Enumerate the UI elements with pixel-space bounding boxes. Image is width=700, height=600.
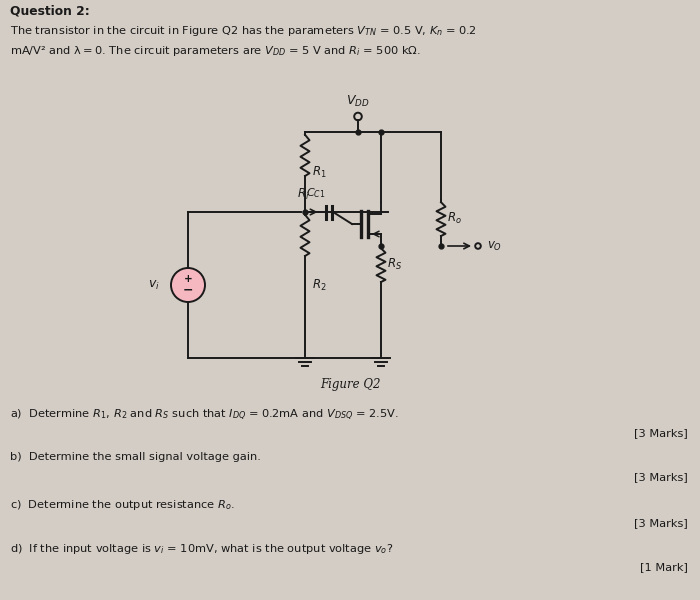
Text: Figure Q2: Figure Q2 — [320, 378, 380, 391]
Text: $v_i$: $v_i$ — [148, 278, 160, 292]
Text: $C_{C1}$: $C_{C1}$ — [306, 186, 326, 200]
Text: $R_S$: $R_S$ — [387, 256, 402, 272]
Text: The transistor in the circuit in Figure Q2 has the parameters $V_{TN}$ = 0.5 V, : The transistor in the circuit in Figure … — [10, 24, 477, 38]
Text: $R_2$: $R_2$ — [312, 277, 327, 293]
Text: [3 Marks]: [3 Marks] — [634, 428, 688, 438]
Text: [3 Marks]: [3 Marks] — [634, 472, 688, 482]
Text: $R_1$: $R_1$ — [312, 164, 327, 179]
Text: d)  If the input voltage is $v_i$ = 10mV, what is the output voltage $v_o$?: d) If the input voltage is $v_i$ = 10mV,… — [10, 542, 393, 556]
Text: $R_o$: $R_o$ — [447, 211, 462, 226]
Text: c)  Determine the output resistance $R_o$.: c) Determine the output resistance $R_o$… — [10, 498, 235, 512]
Text: a)  Determine $R_1$, $R_2$ and $R_S$ such that $I_{DQ}$ = 0.2mA and $V_{DSQ}$ = : a) Determine $R_1$, $R_2$ and $R_S$ such… — [10, 408, 399, 423]
Text: [1 Mark]: [1 Mark] — [640, 562, 688, 572]
Circle shape — [171, 268, 205, 302]
Text: b)  Determine the small signal voltage gain.: b) Determine the small signal voltage ga… — [10, 452, 261, 462]
Text: mA/V² and λ = 0. The circuit parameters are $V_{DD}$ = 5 V and $R_i$ = 500 kΩ.: mA/V² and λ = 0. The circuit parameters … — [10, 44, 421, 58]
Text: [3 Marks]: [3 Marks] — [634, 518, 688, 528]
Text: $V_{DD}$: $V_{DD}$ — [346, 94, 370, 109]
Text: +: + — [183, 275, 192, 284]
Text: Question 2:: Question 2: — [10, 4, 90, 17]
Text: $v_O$: $v_O$ — [487, 239, 502, 253]
Text: −: − — [183, 284, 193, 297]
Text: $R_i$: $R_i$ — [298, 187, 309, 202]
